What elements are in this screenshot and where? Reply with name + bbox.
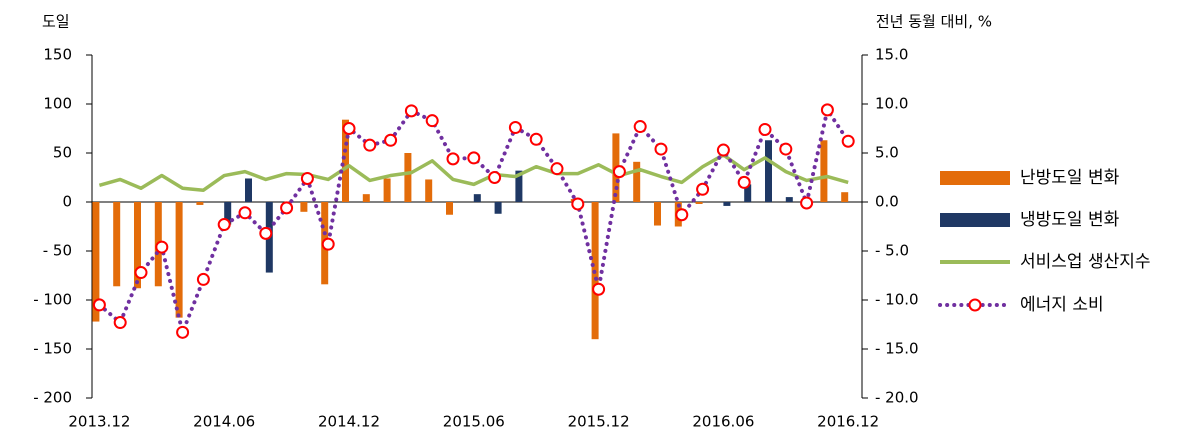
marker: [758, 122, 772, 136]
bar: [404, 153, 412, 202]
bar: [494, 202, 502, 214]
marker: [529, 132, 543, 146]
marker: [654, 142, 668, 156]
marker: [820, 103, 834, 117]
bar: [175, 202, 183, 318]
bar: [654, 202, 661, 226]
y2-tick-label: 15.0: [875, 46, 908, 64]
x-tick-label: 2014.06: [193, 413, 255, 431]
marker: [696, 182, 710, 196]
marker: [425, 114, 439, 128]
x-tick-label: 2016.06: [692, 413, 754, 431]
y-tick-label: 50: [53, 144, 72, 162]
marker: [508, 121, 522, 135]
x-tick-label: 2014.12: [318, 413, 380, 431]
marker: [176, 325, 190, 339]
y-tick-label: - 50: [43, 242, 72, 260]
y-axis-title: 도일: [42, 13, 70, 31]
bar: [245, 178, 252, 202]
bar: [224, 202, 232, 225]
legend-marker: [968, 298, 982, 312]
bar: [342, 119, 349, 202]
marker: [467, 151, 481, 165]
legend-label: 난방도일 변화: [1020, 168, 1120, 188]
marker: [363, 138, 377, 152]
marker: [716, 143, 730, 157]
bar: [362, 194, 370, 202]
bar: [300, 202, 308, 212]
marker: [238, 206, 252, 220]
marker: [155, 240, 169, 254]
marker: [675, 208, 689, 222]
bar: [695, 202, 703, 204]
marker: [300, 171, 314, 185]
x-tick-label: 2015.12: [568, 413, 630, 431]
marker: [321, 237, 335, 251]
y2-tick-label: - 5.0: [875, 242, 909, 260]
y2-axis-title: 전년 동월 대비, %: [876, 13, 992, 31]
bar: [723, 202, 731, 206]
bar: [785, 197, 793, 202]
bar: [113, 202, 121, 287]
bar: [196, 202, 204, 205]
marker: [113, 316, 127, 330]
y2-tick-label: 0.0: [875, 193, 899, 211]
y-tick-label: - 150: [33, 340, 72, 358]
marker: [92, 298, 106, 312]
marker: [633, 120, 647, 134]
marker: [134, 266, 148, 280]
marker: [550, 162, 564, 176]
bar: [383, 178, 391, 202]
y2-tick-label: 5.0: [875, 144, 899, 162]
y-tick-label: - 200: [33, 389, 72, 407]
legend-label: 냉방도일 변화: [1020, 210, 1120, 230]
marker: [737, 175, 751, 189]
marker: [446, 152, 460, 166]
marker: [280, 201, 294, 215]
x-tick-label: 2016.12: [817, 413, 879, 431]
y-tick-label: 150: [43, 46, 72, 64]
marker: [800, 196, 814, 210]
y-tick-label: 0: [62, 193, 72, 211]
marker: [384, 133, 398, 147]
marker: [196, 272, 210, 286]
marker: [488, 171, 502, 184]
x-tick-label: 2013.12: [68, 413, 130, 431]
y-tick-label: 100: [43, 95, 72, 113]
bar: [820, 140, 828, 202]
marker: [592, 282, 606, 296]
bar: [446, 202, 453, 215]
marker: [571, 197, 585, 211]
marker: [259, 226, 273, 240]
bar: [765, 140, 772, 202]
y2-tick-label: - 10.0: [875, 291, 919, 309]
legend-label: 에너지 소비: [1020, 295, 1104, 315]
bar: [425, 179, 433, 202]
marker: [779, 142, 793, 156]
bar: [841, 192, 849, 202]
bar: [744, 184, 752, 202]
legend-label: 서비스업 생산지수: [1020, 252, 1151, 272]
legend-swatch: [940, 213, 1010, 227]
marker: [404, 104, 418, 118]
y-tick-label: - 100: [33, 291, 72, 309]
x-tick-label: 2015.06: [443, 413, 505, 431]
marker: [841, 134, 855, 148]
bar: [633, 161, 641, 202]
dotted-line: [97, 104, 851, 339]
y2-tick-label: - 15.0: [875, 340, 919, 358]
bar: [92, 202, 100, 322]
bar: [473, 194, 481, 202]
y2-tick-label: - 20.0: [875, 389, 919, 407]
marker: [612, 165, 626, 179]
marker: [342, 122, 356, 135]
bar: [134, 202, 141, 289]
legend-swatch: [940, 171, 1010, 185]
bar: [515, 170, 523, 202]
marker: [217, 218, 231, 232]
y2-tick-label: 10.0: [875, 95, 908, 113]
